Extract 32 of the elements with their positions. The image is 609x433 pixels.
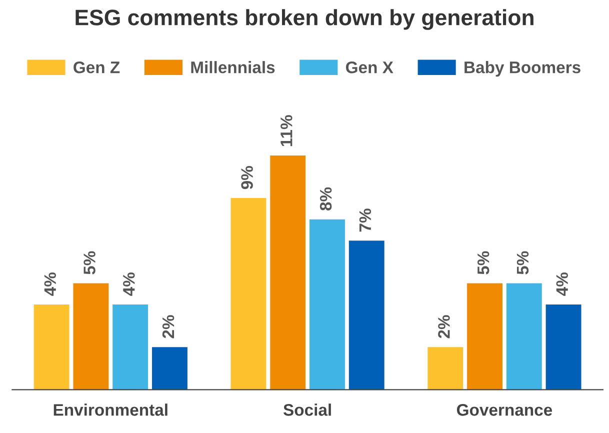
x-tick-label: Environmental [54,404,168,416]
bar [506,283,542,390]
bar [310,219,345,390]
chart-title: ESG comments broken down by generation [76,9,534,30]
bar [546,304,582,390]
data-label: 5% [84,251,96,274]
bar [34,304,70,390]
bar [270,155,306,390]
data-label: 2% [438,315,450,338]
data-label: 4% [556,272,568,296]
bar [112,304,148,390]
legend-label: Millennials [191,61,275,74]
data-label: 5% [516,251,529,274]
legend-label: Gen Z [74,61,120,74]
bar [73,283,109,390]
x-tick-label: Social [283,404,331,416]
data-label: 4% [123,272,135,296]
data-label: 2% [162,315,174,338]
data-label: 4% [44,272,56,296]
bar [428,347,464,390]
data-label: 5% [477,251,490,274]
x-tick-label: Governance [456,404,552,416]
data-label: 8% [320,187,332,210]
data-label: 7% [359,208,372,232]
legend-label: Gen X [346,61,394,74]
bar [467,283,502,390]
bar [152,347,188,390]
data-label: 11% [280,115,292,146]
data-label: 9% [241,166,253,190]
bar [230,198,266,390]
legend-label: Baby Boomers [464,61,580,77]
bar [348,240,384,390]
